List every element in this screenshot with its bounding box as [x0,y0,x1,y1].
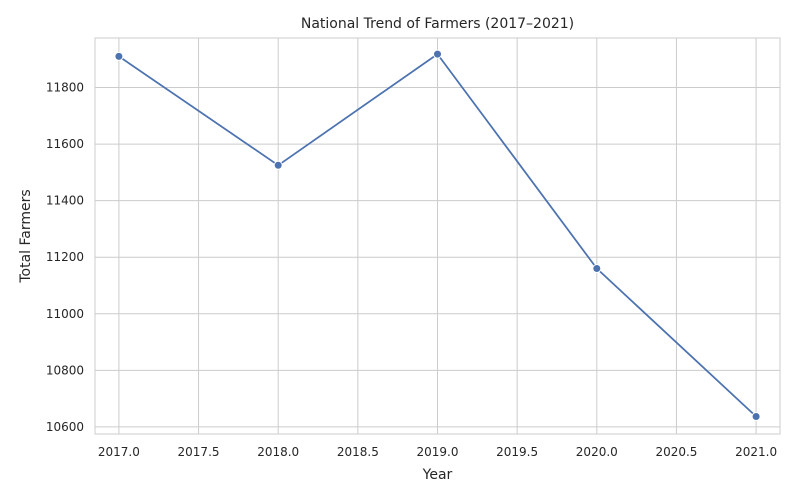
data-point [273,160,283,170]
y-tick-label: 11800 [46,81,84,95]
x-tick-label: 2019.0 [417,445,459,459]
y-tick-label: 11200 [46,250,84,264]
y-tick-label: 11400 [46,194,84,208]
x-tick-label: 2020.0 [576,445,618,459]
y-tick-label: 10800 [46,363,84,377]
y-tick-label: 11000 [46,307,84,321]
data-point [114,51,124,61]
data-point [592,264,602,274]
y-tick-label: 11600 [46,137,84,151]
x-tick-label: 2018.0 [257,445,299,459]
x-tick-label: 2019.5 [496,445,538,459]
x-tick-labels: 2017.0 2017.5 2018.0 2018.5 2019.0 2019.5 2020… [98,445,777,459]
x-tick-label: 2021.0 [735,445,777,459]
y-tick-labels: 10600 10800 11000 11200 11400 11600 11800 [46,81,84,434]
x-tick-label: 2017.5 [178,445,220,459]
x-tick-label: 2018.5 [337,445,379,459]
x-tick-label: 2020.5 [655,445,697,459]
y-tick-label: 10600 [46,420,84,434]
x-tick-label: 2017.0 [98,445,140,459]
plot-frame [94,37,781,435]
y-axis-label: Total Farmers [18,189,34,283]
data-point [433,49,442,59]
grid-lines [95,38,780,434]
series-layer [114,49,761,421]
data-point [751,411,761,421]
x-axis-label: Year [422,467,453,483]
chart-title: National Trend of Farmers (2017–2021) [301,16,574,32]
